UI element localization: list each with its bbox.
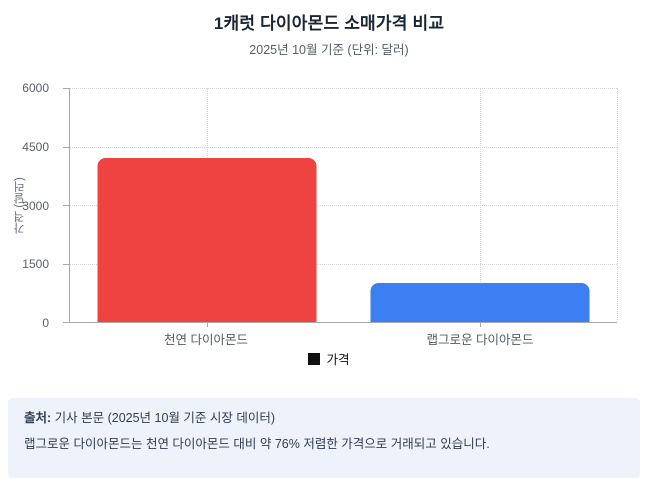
legend-label: 가격: [326, 353, 350, 367]
source-line: 출처: 기사 본문 (2025년 10월 기준 시장 데이터): [24, 411, 624, 427]
y-axis-tick-label: 0: [42, 316, 49, 330]
y-axis-tick-label: 4500: [22, 139, 49, 154]
gridline-horizontal: [70, 146, 617, 148]
x-axis-category-label: 천연 다이아몬드: [164, 333, 248, 347]
source-note-box: 출처: 기사 본문 (2025년 10월 기준 시장 데이터) 랩그로운 다이아…: [8, 398, 640, 478]
gridline-horizontal: [70, 205, 617, 206]
gridline-vertical: [480, 88, 482, 322]
x-axis-tick-mark: [480, 322, 482, 327]
source-label: 출처:: [24, 411, 52, 425]
y-axis-tick-labels: 0 1500 3000 4500 6000: [0, 81, 61, 330]
chart-title: 1캐럿 다이아몬드 소매가격 비교: [213, 14, 445, 33]
bar-natural-diamond: [97, 158, 317, 322]
plot-right-border: [617, 88, 618, 322]
plot-area: [63, 88, 618, 327]
y-axis-tick-mark: [63, 322, 70, 323]
y-axis-tick-label: 6000: [22, 81, 49, 95]
y-axis-tick-label: 3000: [22, 198, 49, 213]
x-axis-labels: 천연 다이아몬드 랩그로운 다이아몬드: [69, 329, 617, 347]
x-axis-tick-mark: [206, 322, 208, 327]
bar-lab-grown-diamond: [370, 283, 590, 322]
note-text: 랩그로운 다이아몬드는 천연 다이아몬드 대비 약 76% 저렴한 가격으로 거…: [24, 436, 490, 451]
y-axis-tick-mark: [63, 146, 70, 148]
y-axis-tick-mark: [63, 205, 70, 206]
source-text: 기사 본문 (2025년 10월 기준 시장 데이터): [51, 411, 276, 425]
legend-swatch-icon: [308, 352, 321, 365]
y-axis-tick-mark: [63, 263, 70, 265]
legend: 가격: [0, 349, 658, 368]
x-axis-category-label: 랩그로운 다이아몬드: [426, 333, 534, 347]
chart-subtitle: 2025년 10월 기준 (단위: 달러): [249, 43, 409, 57]
y-axis-tick-label: 1500: [22, 257, 49, 272]
gridline-horizontal: [70, 88, 617, 89]
gridline-horizontal: [70, 263, 617, 265]
y-axis-tick-mark: [63, 88, 70, 89]
